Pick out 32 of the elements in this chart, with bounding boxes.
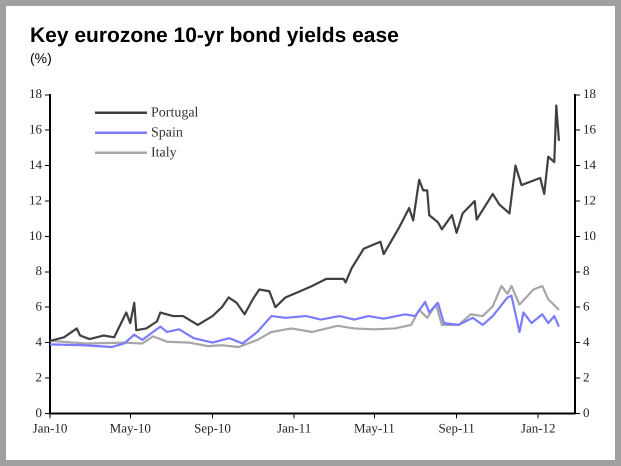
x-tick-label: May-10: [110, 420, 151, 436]
y2-tick-label: 14: [583, 157, 596, 172]
y-tick-label: 16: [29, 122, 42, 137]
y-axis-title: (%): [30, 50, 52, 66]
y2-tick-label: 18: [583, 86, 596, 102]
x-tick-label: Jan-10: [32, 420, 68, 436]
y2-tick-label: 0: [583, 404, 590, 420]
y2-tick-label: 4: [583, 334, 590, 350]
y-tick-label: 2: [36, 369, 42, 384]
legend-label: Italy: [151, 145, 177, 160]
y-tick-label: 8: [36, 263, 42, 278]
y2-tick-label: 8: [583, 263, 590, 278]
chart-title: Key eurozone 10-yr bond yields ease: [30, 24, 399, 48]
y2-tick-label: 10: [583, 228, 596, 243]
y-tick-label: 12: [29, 192, 42, 208]
y2-tick-label: 16: [583, 122, 596, 137]
y2-tick-label: 2: [583, 369, 590, 384]
y-tick-label: 4: [36, 334, 42, 350]
y-tick-label: 18: [29, 86, 42, 102]
y-tick-label: 6: [36, 298, 42, 314]
y-tick-label: 0: [36, 404, 42, 420]
y-tick-label: 14: [29, 157, 42, 172]
x-tick-label: Sep-11: [438, 420, 475, 436]
x-tick-label: Jan-12: [520, 420, 556, 436]
legend-label: Portugal: [151, 105, 199, 120]
x-tick-label: Jan-11: [277, 420, 312, 436]
legend-label: Spain: [151, 125, 183, 140]
y2-tick-label: 12: [583, 192, 596, 208]
x-tick-label: May-11: [354, 420, 395, 436]
y2-tick-label: 6: [583, 298, 590, 314]
y-tick-label: 10: [29, 228, 42, 243]
x-tick-label: Sep-10: [194, 420, 231, 436]
